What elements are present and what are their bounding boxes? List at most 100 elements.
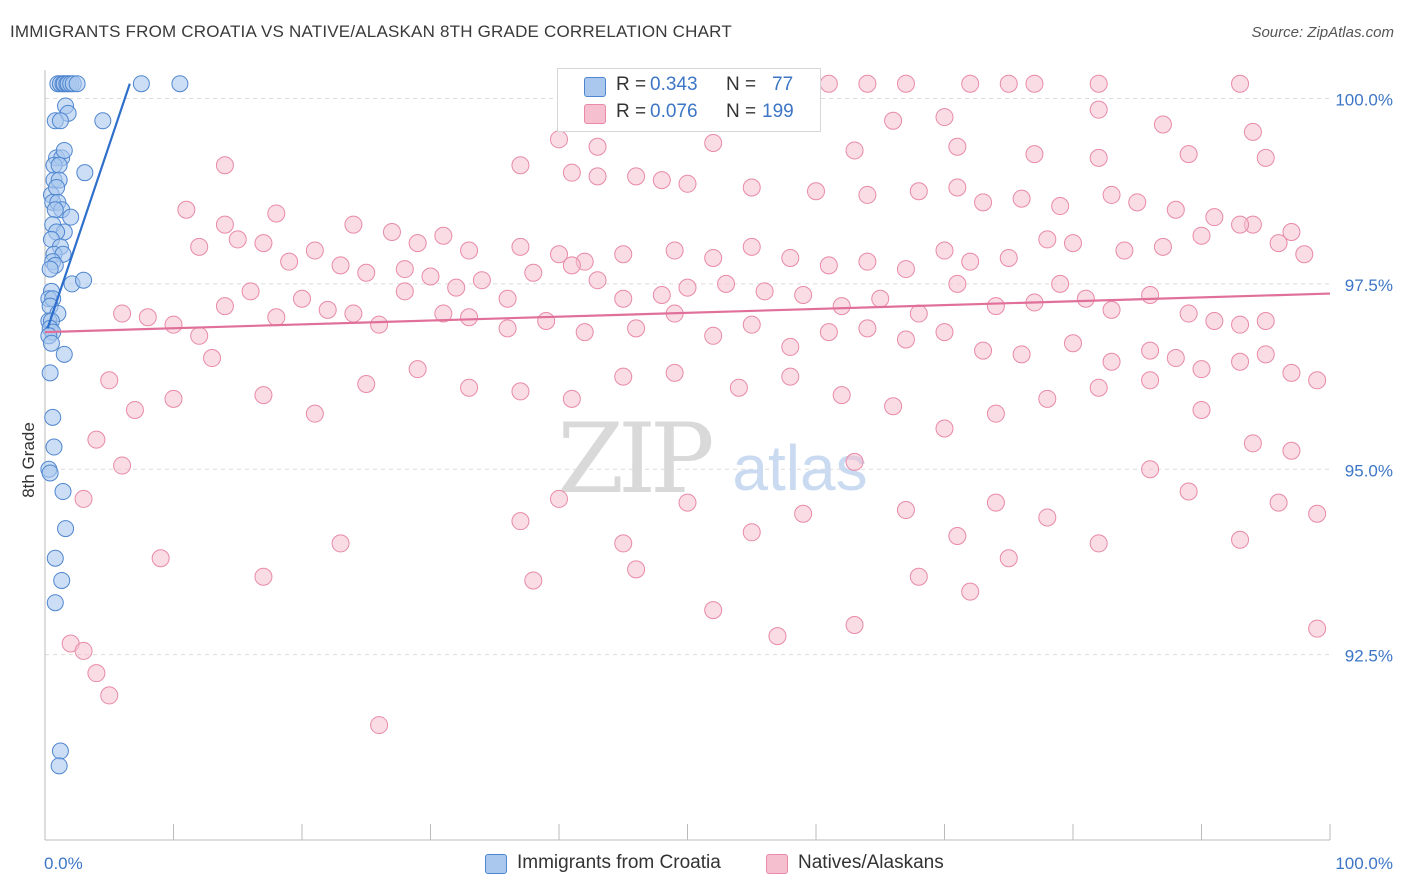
point-natives <box>755 282 774 301</box>
trend-lines <box>44 83 1331 334</box>
point-natives <box>1231 530 1250 549</box>
point-natives <box>1038 508 1057 527</box>
point-croatia <box>44 408 62 426</box>
point-natives <box>819 323 838 342</box>
point-natives <box>241 282 260 301</box>
point-natives <box>1256 148 1275 167</box>
point-natives <box>1282 223 1301 241</box>
point-natives <box>588 271 607 290</box>
point-natives <box>986 297 1005 316</box>
point-natives <box>1308 619 1327 638</box>
point-natives <box>408 360 427 379</box>
point-croatia <box>76 164 94 182</box>
point-natives <box>357 263 376 282</box>
point-natives <box>768 627 787 646</box>
point-croatia <box>51 112 69 130</box>
point-natives <box>678 493 697 512</box>
point-natives <box>1269 234 1288 253</box>
point-natives <box>961 582 980 601</box>
point-natives <box>1179 304 1198 323</box>
point-natives <box>74 489 93 508</box>
point-natives <box>999 74 1018 93</box>
legend-r-label: R = <box>616 74 647 95</box>
legend-n-value-natives: 199 <box>762 101 794 122</box>
point-natives <box>1089 100 1108 119</box>
x-tick-label-min: 0.0% <box>44 854 83 873</box>
point-natives <box>935 419 954 438</box>
point-natives <box>781 367 800 386</box>
point-natives <box>884 397 903 416</box>
point-natives <box>652 171 671 190</box>
bottom-legend-label-natives: Natives/Alaskans <box>798 852 944 873</box>
point-natives <box>1282 363 1301 382</box>
point-natives <box>254 386 273 405</box>
point-natives <box>896 501 915 520</box>
point-natives <box>832 297 851 316</box>
point-natives <box>1153 115 1172 134</box>
point-natives <box>460 378 479 397</box>
point-natives <box>100 686 119 705</box>
point-natives <box>1012 345 1031 364</box>
point-natives <box>511 512 530 531</box>
point-natives <box>1231 215 1250 234</box>
point-natives <box>511 382 530 401</box>
point-natives <box>614 367 633 386</box>
point-natives <box>550 489 568 508</box>
point-natives <box>678 278 697 297</box>
point-natives <box>382 223 401 241</box>
point-natives <box>1179 145 1198 164</box>
bottom-legend-swatch-natives <box>766 854 788 874</box>
point-natives <box>190 326 209 345</box>
point-natives <box>1102 300 1121 319</box>
point-natives <box>267 204 286 223</box>
point-natives <box>305 404 324 423</box>
point-natives <box>370 315 389 334</box>
point-natives <box>1141 341 1160 360</box>
point-natives <box>807 182 825 201</box>
point-natives <box>318 300 337 319</box>
point-natives <box>652 286 671 305</box>
point-natives <box>1076 289 1095 308</box>
point-natives <box>781 337 800 356</box>
point-natives <box>794 286 813 305</box>
point-natives <box>562 389 581 408</box>
bottom-legend-label-croatia: Immigrants from Croatia <box>517 852 721 873</box>
point-natives <box>1192 226 1211 245</box>
bottom-legend-swatch-croatia <box>485 854 507 874</box>
point-natives <box>498 319 517 338</box>
point-natives <box>1038 389 1057 408</box>
point-natives <box>614 245 633 264</box>
point-natives <box>896 330 915 349</box>
point-natives <box>935 108 954 127</box>
legend-swatch-croatia <box>584 77 606 97</box>
legend-n-value-croatia: 77 <box>772 74 794 95</box>
point-croatia <box>48 179 66 197</box>
point-natives <box>1192 360 1211 379</box>
point-natives <box>125 400 144 419</box>
point-natives <box>858 252 877 271</box>
point-natives <box>845 141 864 160</box>
y-axis-label: 8th Grade <box>19 422 38 498</box>
point-croatia <box>46 549 64 567</box>
point-natives <box>1064 334 1082 353</box>
point-natives <box>113 304 132 323</box>
point-natives <box>254 234 273 253</box>
point-natives <box>627 560 646 579</box>
point-natives <box>871 289 890 308</box>
point-natives <box>986 404 1005 423</box>
y-tick-label: 100.0% <box>1335 91 1393 110</box>
point-natives <box>1025 145 1044 164</box>
point-natives <box>858 185 877 204</box>
point-natives <box>293 289 311 308</box>
point-natives <box>974 341 993 360</box>
point-natives <box>845 452 864 471</box>
point-natives <box>742 315 761 334</box>
point-croatia <box>41 260 59 278</box>
point-natives <box>151 549 170 568</box>
point-natives <box>395 260 414 279</box>
point-natives <box>794 504 813 523</box>
point-natives <box>935 323 954 342</box>
point-natives <box>729 378 748 397</box>
point-natives <box>1308 504 1327 523</box>
